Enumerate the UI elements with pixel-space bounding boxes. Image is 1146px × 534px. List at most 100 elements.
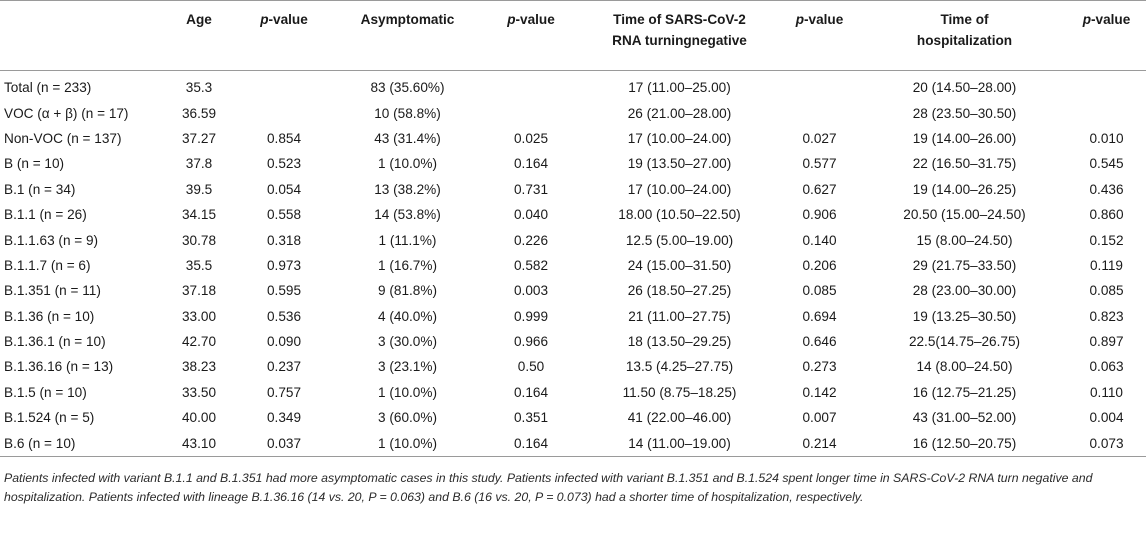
rna-turn-cell: 26 (18.50–27.25)	[627, 283, 732, 299]
table-row: Non-VOC (n = 137) 37.27 0.854 43 (31.4%) 0.0…	[0, 126, 1146, 151]
hospitalization-cell: 22.5(14.75–26.75)	[908, 334, 1021, 350]
rna-turn-cell: 19 (13.50–27.00)	[627, 156, 732, 172]
table-header: Age p-value Asymptomatic p-value Time of…	[0, 0, 1146, 71]
p-rna-cell: 0.627	[802, 181, 837, 197]
p-rna-cell: 0.646	[802, 334, 837, 350]
p-rna-cell: 0.214	[777, 430, 862, 457]
p-asymptomatic-cell: 0.999	[513, 308, 549, 324]
p-rna-cell: 0.140	[802, 232, 837, 248]
table-row: Total (n = 233) 35.3 83 (35.60%) 17 (11.00–…	[0, 71, 1146, 101]
p-hosp-cell: 0.119	[1089, 257, 1123, 273]
rna-turn-cell: 26 (21.00–28.00)	[627, 105, 732, 121]
p-hosp-cell: 0.073	[1067, 430, 1146, 457]
data-table: Age p-value Asymptomatic p-value Time of…	[0, 0, 1146, 457]
p-age-cell: 0.595	[266, 283, 302, 299]
table-footnote: Patients infected with variant B.1.1 and…	[4, 471, 1093, 504]
p-asymptomatic-cell: 0.226	[513, 232, 549, 248]
age-cell: 38.23	[181, 359, 217, 375]
asymptomatic-cell: 1 (10.0%)	[378, 156, 437, 172]
p-age-cell	[233, 100, 335, 125]
header-p-hosp: p-value	[1067, 0, 1146, 71]
header-p-hosp-p: p	[1082, 12, 1091, 27]
hospitalization-cell: 14 (8.00–24.50)	[916, 359, 1013, 375]
asymptomatic-cell: 1 (16.7%)	[378, 257, 437, 273]
table-body: Total (n = 233) 35.3 83 (35.60%) 17 (11.00–…	[0, 71, 1146, 457]
rna-turn-cell: 17 (11.00–25.00)	[628, 80, 731, 96]
p-rna-cell: 0.906	[802, 207, 837, 223]
rna-turn-cell: 14 (11.00–19.00)	[582, 430, 777, 457]
p-asymptomatic-cell: 0.351	[513, 410, 549, 426]
age-cell: 43.10	[165, 430, 233, 457]
header-p-rna-p: p	[795, 12, 804, 27]
variant-cell: B (n = 10)	[4, 156, 65, 172]
table-row: B.1.1.63 (n = 9) 30.78 0.318 1 (11.1%) 0.226…	[0, 227, 1146, 252]
header-p-age-suffix: -value	[268, 12, 308, 27]
age-cell: 37.18	[181, 283, 217, 299]
hospitalization-cell: 20.50 (15.00–24.50)	[903, 207, 1026, 223]
hospitalization-cell: 28 (23.50–30.50)	[912, 105, 1017, 121]
table-row: B.1.36.16 (n = 13) 38.23 0.237 3 (23.1%) 0.5…	[0, 354, 1146, 379]
table-row: B.1.1 (n = 26) 34.15 0.558 14 (53.8%) 0.040 1…	[0, 202, 1146, 227]
header-hospitalization: Time of hospitalization	[862, 0, 1067, 71]
header-hosp-line1: Time of	[940, 12, 989, 27]
asymptomatic-cell: 13 (38.2%)	[374, 181, 441, 197]
p-age-cell: 0.090	[266, 334, 302, 350]
hospitalization-cell: 43 (31.00–52.00)	[912, 410, 1017, 426]
variant-cell: B.1.524 (n = 5)	[4, 410, 95, 426]
p-age-cell: 0.854	[266, 130, 302, 146]
p-hosp-cell: 0.436	[1089, 181, 1124, 197]
age-cell: 37.27	[181, 130, 217, 146]
p-hosp-cell: 0.004	[1089, 410, 1124, 426]
header-age: Age	[165, 0, 233, 71]
header-p-rna: p-value	[777, 0, 862, 71]
header-variant	[0, 0, 165, 71]
table-row: B.1 (n = 34) 39.5 0.054 13 (38.2%) 0.731 17 (…	[0, 177, 1146, 202]
p-age-cell: 0.536	[266, 308, 302, 324]
rna-turn-cell: 12.5 (5.00–19.00)	[625, 232, 734, 248]
rna-turn-cell: 18 (13.50–29.25)	[627, 334, 732, 350]
header-p-asymptomatic: p-value	[480, 0, 582, 71]
p-age-cell	[233, 71, 335, 101]
hospitalization-cell: 29 (21.75–33.50)	[912, 257, 1017, 273]
p-hosp-cell: 0.860	[1089, 207, 1124, 223]
rna-turn-cell: 17 (10.00–24.00)	[627, 130, 732, 146]
p-hosp-cell	[1067, 100, 1146, 125]
p-asymptomatic-cell: 0.582	[513, 257, 549, 273]
age-cell: 30.78	[181, 232, 217, 248]
p-asymptomatic-cell	[480, 100, 582, 125]
hospitalization-cell: 22 (16.50–31.75)	[912, 156, 1017, 172]
table-row: B.1.524 (n = 5) 40.00 0.349 3 (60.0%) 0.351 4…	[0, 405, 1146, 430]
p-rna-cell: 0.142	[802, 384, 837, 400]
p-rna-cell: 0.085	[802, 283, 837, 299]
p-rna-cell: 0.694	[802, 308, 837, 324]
p-rna-cell	[777, 100, 862, 125]
hospitalization-cell: 19 (14.00–26.00)	[912, 130, 1017, 146]
rna-turn-cell: 18.00 (10.50–22.50)	[618, 207, 741, 223]
variant-cell: Non-VOC (n = 137)	[4, 130, 122, 146]
p-asymptomatic-cell: 0.164	[480, 430, 582, 457]
p-asymptomatic-cell: 0.164	[513, 156, 549, 172]
asymptomatic-cell: 43 (31.4%)	[374, 130, 441, 146]
asymptomatic-cell: 1 (11.1%)	[378, 232, 437, 248]
variant-cell: B.1.1.7 (n = 6)	[4, 257, 91, 273]
variant-cell: VOC (α + β) (n = 17)	[4, 105, 129, 121]
p-hosp-cell: 0.063	[1089, 359, 1124, 375]
variant-cell: B.1.351 (n = 11)	[4, 283, 101, 299]
asymptomatic-cell: 4 (40.0%)	[378, 308, 437, 324]
header-rna-line2: RNA turningnegative	[612, 33, 747, 48]
p-hosp-cell: 0.152	[1089, 232, 1124, 248]
p-age-cell: 0.558	[266, 207, 302, 223]
asymptomatic-cell: 3 (23.1%)	[378, 359, 437, 375]
p-age-cell: 0.054	[266, 181, 302, 197]
p-asymptomatic-cell: 0.731	[513, 181, 549, 197]
age-cell: 35.5	[185, 257, 213, 273]
variant-cell: Total (n = 233)	[4, 80, 92, 96]
header-p-rna-suffix: -value	[804, 12, 844, 27]
table-row: B (n = 10) 37.8 0.523 1 (10.0%) 0.164 19 (13.…	[0, 151, 1146, 176]
age-cell: 42.70	[181, 334, 217, 350]
rna-turn-cell: 11.50 (8.75–18.25)	[622, 384, 737, 400]
age-cell: 40.00	[181, 410, 217, 426]
p-asymptomatic-cell: 0.025	[513, 130, 549, 146]
variant-cell: B.1.36.16 (n = 13)	[4, 359, 114, 375]
p-rna-cell: 0.027	[802, 130, 837, 146]
